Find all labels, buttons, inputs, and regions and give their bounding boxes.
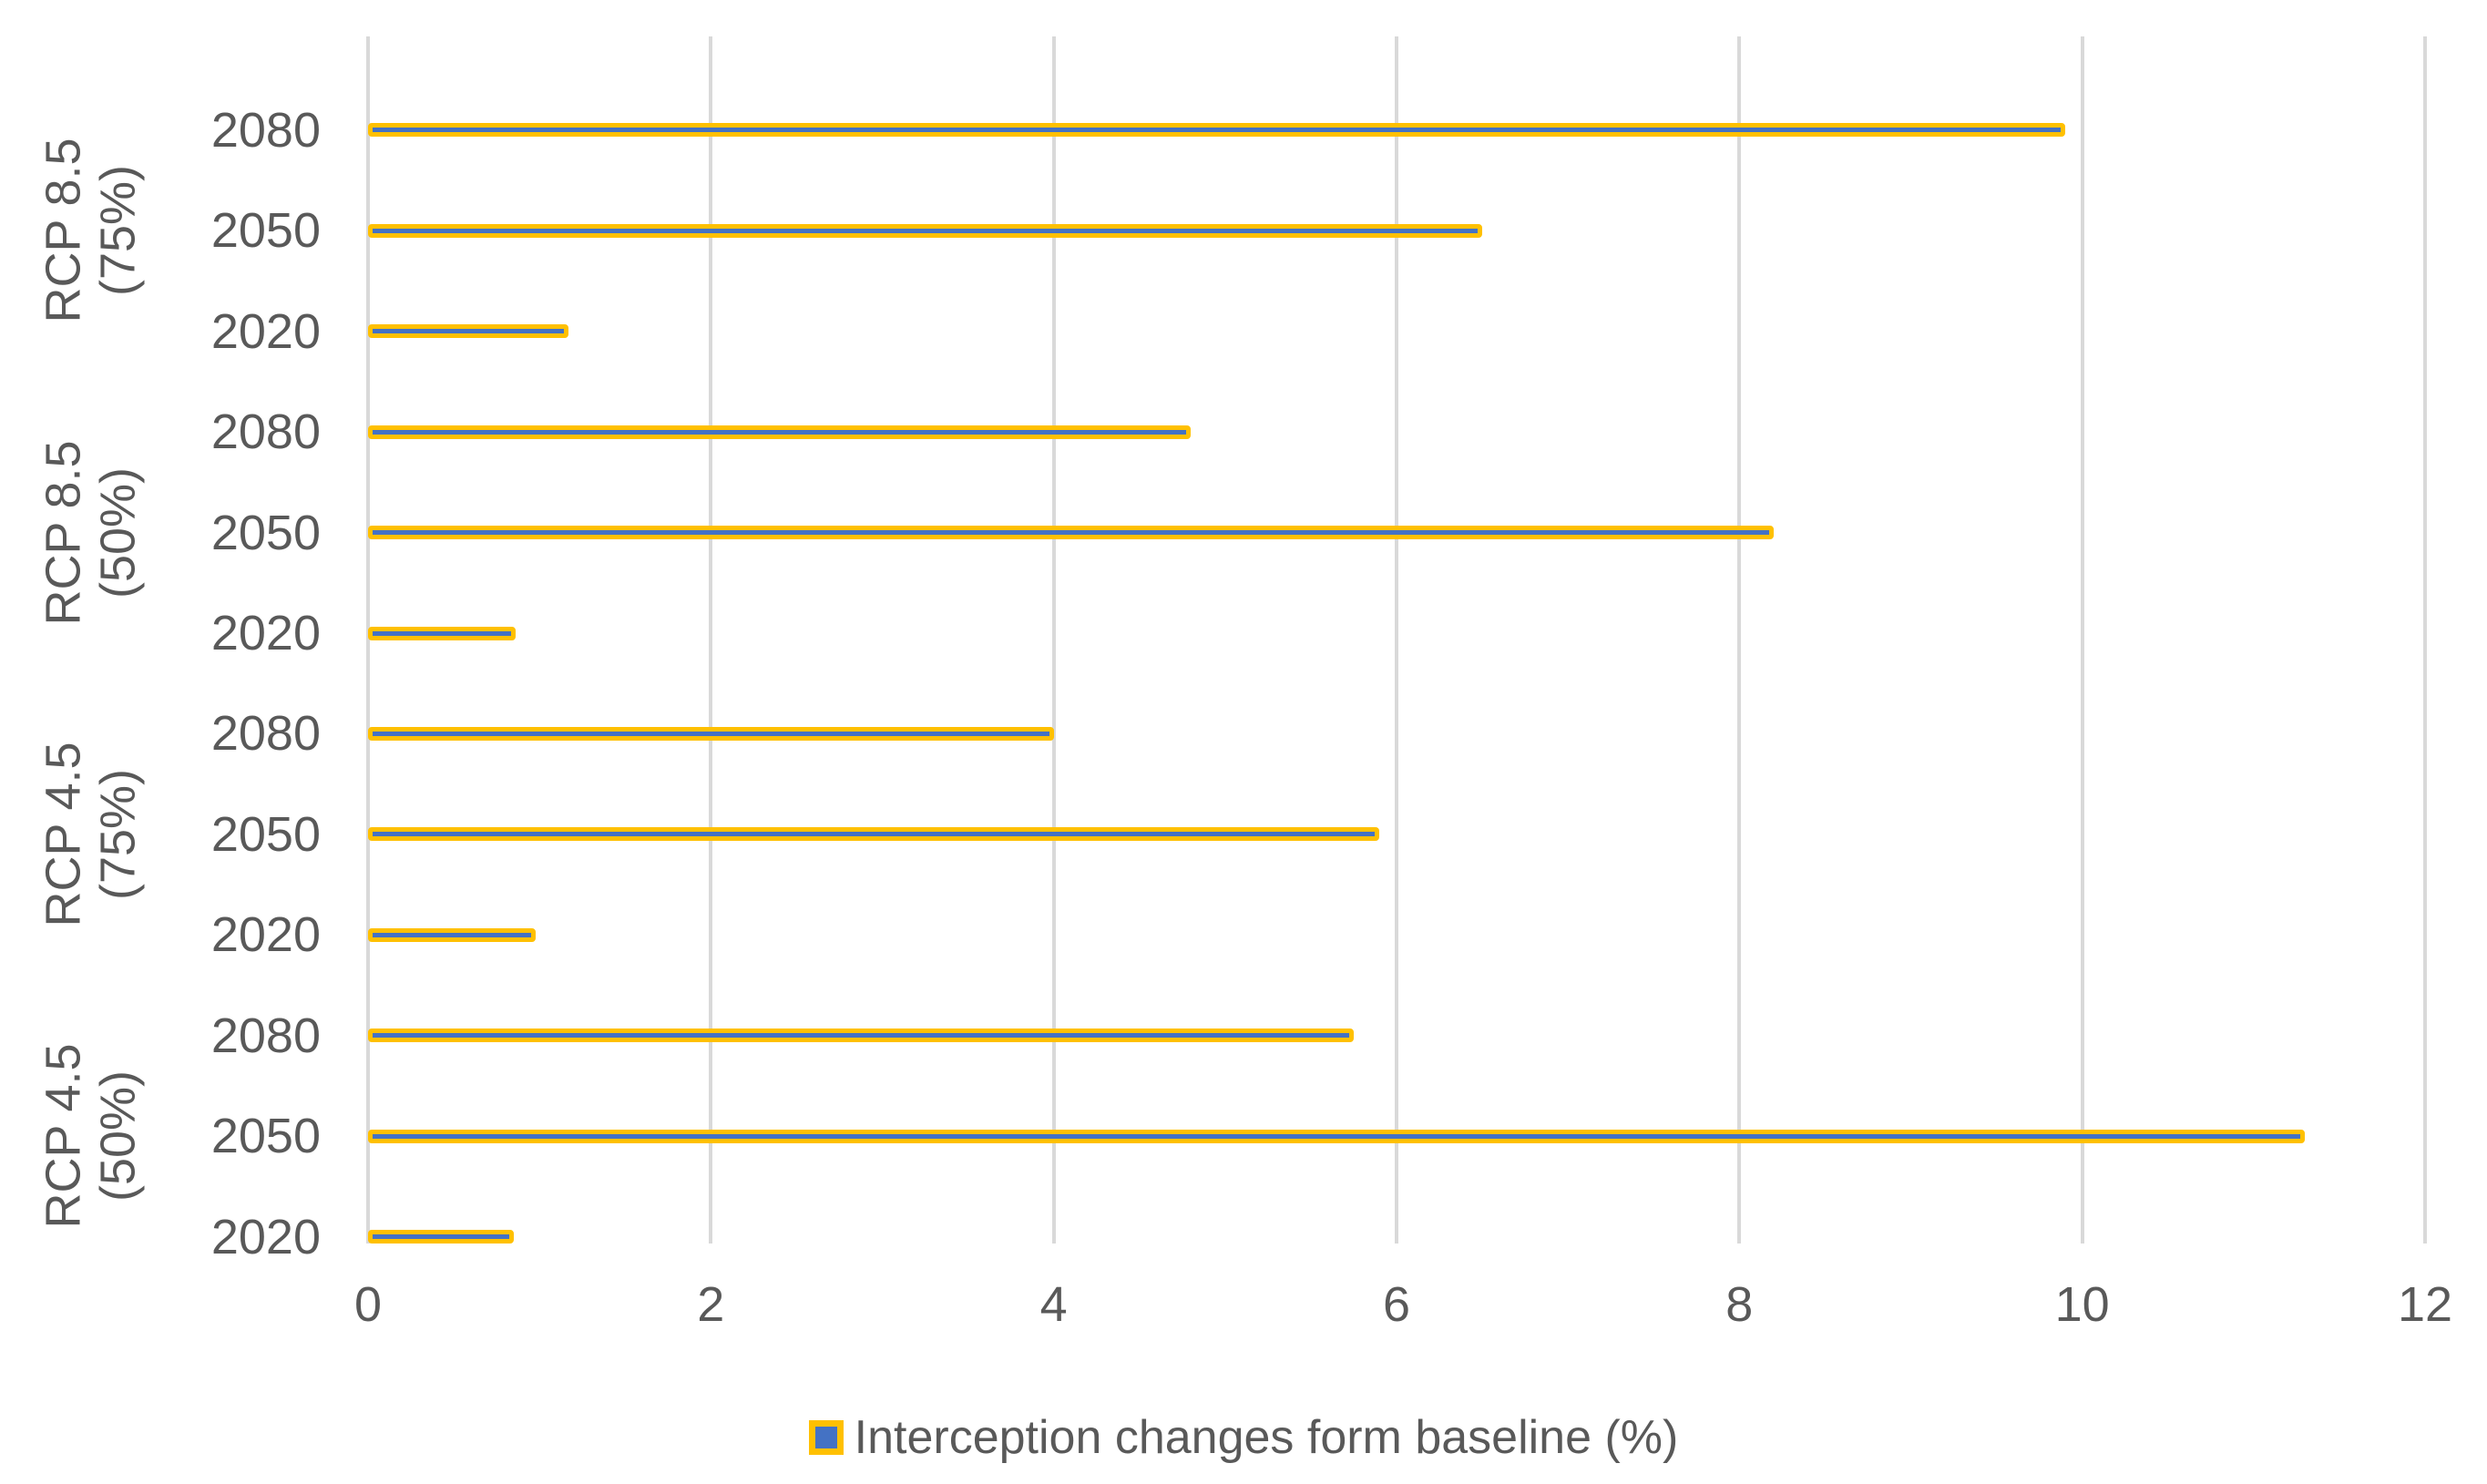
legend-label: Interception changes form baseline (%) [854,1411,1679,1464]
category-label-2050: 2050 [210,203,321,259]
x-tick-label-8: 8 [1725,1277,1754,1332]
bar-rcp-8.5-50--2050 [368,526,1774,540]
x-tick-label-2: 2 [697,1277,725,1332]
category-label-2080: 2080 [210,404,321,460]
gridline-x-0 [366,36,370,1243]
category-label-2020: 2020 [210,907,321,963]
category-label-2080: 2080 [210,1008,321,1063]
bar-rcp-4.5-75--2050 [368,827,1380,842]
gridline-x-4 [1051,36,1056,1243]
bar-rcp-4.5-75--2020 [368,927,537,942]
bar-rcp-8.5-75--2080 [368,123,2065,138]
gridline-x-10 [2080,36,2084,1243]
category-label-2020: 2020 [210,303,321,359]
x-tick-label-0: 0 [353,1277,383,1332]
x-tick-label-10: 10 [2054,1277,2110,1332]
bar-rcp-4.5-50--2050 [368,1129,2306,1143]
bar-rcp-8.5-75--2050 [368,223,1483,238]
gridline-x-2 [709,36,713,1243]
category-label-2080: 2080 [210,706,321,762]
bar-rcp-4.5-50--2080 [368,1029,1354,1043]
gridline-x-6 [1395,36,1398,1243]
category-label-2050: 2050 [210,1109,321,1164]
x-tick-label-6: 6 [1382,1277,1411,1332]
x-tick-label-12: 12 [2397,1277,2453,1332]
bar-rcp-8.5-50--2080 [368,425,1192,439]
legend-marker-icon [808,1420,844,1455]
category-label-2050: 2050 [210,505,321,560]
legend: Interception changes form baseline (%) [0,1410,2487,1465]
category-label-2020: 2020 [210,606,321,660]
category-label-2080: 2080 [210,102,321,158]
category-label-2020: 2020 [210,1209,321,1264]
gridline-x-8 [1737,36,1742,1243]
category-label-2050: 2050 [210,806,321,862]
bar-rcp-4.5-50--2020 [368,1230,514,1243]
gridline-x-12 [2423,36,2427,1243]
bar-rcp-8.5-50--2020 [368,626,516,640]
bar-rcp-8.5-75--2020 [368,324,569,339]
bar-rcp-4.5-75--2080 [368,726,1054,741]
x-tick-label-4: 4 [1039,1277,1068,1332]
